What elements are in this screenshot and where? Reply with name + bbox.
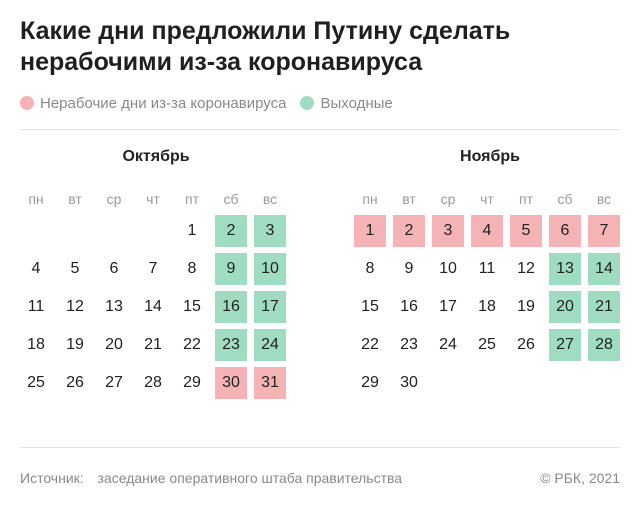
calendar-day: 29 (361, 374, 379, 391)
calendar-day: 11 (27, 298, 45, 315)
calendar-day: 4 (31, 260, 41, 277)
title-line-1: Какие дни предложили Путину сделать (20, 17, 511, 45)
title-line-2: нерабочими из-за коронавируса (20, 48, 423, 76)
legend: Нерабочие дни из-за коронавируса Выходны… (20, 92, 407, 114)
source-text: заседание оперативного штаба правительст… (97, 470, 403, 486)
calendar-day-nonworking: 30 (215, 367, 247, 399)
calendar-day: 15 (183, 298, 201, 315)
weekday-label: вт (402, 191, 416, 207)
calendar-day: 22 (183, 336, 201, 353)
calendar-day: 25 (478, 336, 496, 353)
calendar-day: 24 (439, 336, 457, 353)
calendar-day: 13 (105, 298, 123, 315)
calendar-day: 17 (439, 298, 457, 315)
weekday-label: пт (519, 191, 533, 207)
calendar-day-nonworking: 1 (354, 215, 386, 247)
legend-item-nonworking: Нерабочие дни из-за коронавируса (20, 95, 286, 112)
legend-dot-nonworking (20, 96, 34, 110)
calendar-day: 8 (187, 260, 197, 277)
calendar-day: 21 (144, 336, 162, 353)
calendar-day: 18 (27, 336, 45, 353)
calendar-day: 23 (400, 336, 418, 353)
calendar-day: 10 (439, 260, 457, 277)
weekday-label: ср (106, 191, 122, 207)
calendar-day: 20 (105, 336, 123, 353)
calendar-day-nonworking: 31 (254, 367, 286, 399)
calendar-day-nonworking: 3 (432, 215, 464, 247)
weekday-label: чт (480, 191, 494, 207)
weekday-label: пт (185, 191, 199, 207)
calendar-grid: пн вт ср чт пт сб вс 1 2 3 4 5 6 7 8 9 10 11 12 13 14 15 16 17 1… (20, 189, 292, 399)
footer: Источник: заседание оперативного штаба п… (20, 468, 620, 488)
weekday-label: сб (557, 191, 573, 207)
calendar-day: 16 (400, 298, 418, 315)
chart-title: Какие дни предложили Путину сделать нера… (20, 16, 620, 78)
calendar-day: 29 (183, 374, 201, 391)
legend-dot-weekend (300, 96, 315, 110)
weekday-label: вс (262, 191, 278, 207)
calendar-day: 14 (144, 298, 162, 315)
calendar-day: 27 (105, 374, 123, 391)
weekday-label: ср (440, 191, 456, 207)
source-label: Источник: (20, 470, 84, 486)
copyright: © РБК, 2021 (540, 470, 620, 486)
calendar-day: 1 (187, 222, 197, 239)
weekday-label: вт (68, 191, 82, 207)
calendar-day-weekend: 2 (215, 215, 247, 247)
calendar-day-nonworking: 7 (588, 215, 620, 247)
calendar-day: 28 (144, 374, 162, 391)
calendar-day: 11 (478, 260, 496, 277)
calendar-day-weekend: 24 (254, 329, 286, 361)
calendar-day-weekend: 10 (254, 253, 286, 285)
calendar-day: 7 (148, 260, 158, 277)
weekday-label: пн (362, 191, 378, 207)
calendar-day-nonworking: 2 (393, 215, 425, 247)
calendar-day: 8 (365, 260, 375, 277)
calendar-day-weekend: 13 (549, 253, 581, 285)
calendar-day-weekend: 21 (588, 291, 620, 323)
calendar-day-nonworking: 5 (510, 215, 542, 247)
legend-label-weekend: Выходные (320, 94, 393, 112)
calendar-day: 6 (109, 260, 119, 277)
month-october: Октябрь пн вт ср чт пт сб вс 1 2 3 4 5 6 7 8 9 10 11 12 13 1… (20, 145, 292, 399)
calendar-day: 15 (361, 298, 379, 315)
calendar-day-weekend: 16 (215, 291, 247, 323)
month-title: Октябрь (122, 148, 190, 165)
bottom-divider (20, 447, 620, 448)
calendar-day-weekend: 14 (588, 253, 620, 285)
calendar-day-nonworking: 4 (471, 215, 503, 247)
weekday-label: сб (223, 191, 239, 207)
calendar-day-weekend: 28 (588, 329, 620, 361)
weekday-label: чт (146, 191, 160, 207)
calendar-day: 9 (404, 260, 414, 277)
legend-item-weekend: Выходные (300, 94, 393, 112)
calendar-day: 12 (517, 260, 535, 277)
calendar-day: 19 (66, 336, 84, 353)
month-title: Ноябрь (460, 148, 520, 165)
calendar-day-nonworking: 6 (549, 215, 581, 247)
source: Источник: заседание оперативного штаба п… (20, 468, 402, 488)
calendar-day-weekend: 3 (254, 215, 286, 247)
calendar-day: 25 (27, 374, 45, 391)
calendar-day: 18 (478, 298, 496, 315)
calendar-day: 30 (400, 374, 418, 391)
calendar-day-weekend: 23 (215, 329, 247, 361)
calendar-day: 26 (66, 374, 84, 391)
calendar-day: 22 (361, 336, 379, 353)
weekday-label: пн (28, 191, 44, 207)
calendar-day-weekend: 20 (549, 291, 581, 323)
calendar-day: 12 (66, 298, 84, 315)
calendar-day-weekend: 17 (254, 291, 286, 323)
calendar-day: 26 (517, 336, 535, 353)
calendar-grid: пн вт ср чт пт сб вс 1 2 3 4 5 6 7 8 9 10 11 12 13 14 15 16 17 1… (354, 189, 626, 399)
weekday-label: вс (596, 191, 612, 207)
calendar-day-weekend: 9 (215, 253, 247, 285)
calendar-day-weekend: 27 (549, 329, 581, 361)
top-divider (20, 129, 620, 130)
calendar-day: 5 (70, 260, 80, 277)
month-november: Ноябрь пн вт ср чт пт сб вс 1 2 3 4 5 6 7 8 9 10 11 12 13 14… (354, 145, 626, 399)
legend-label-nonworking: Нерабочие дни из-за коронавируса (40, 94, 287, 112)
calendar-day: 19 (517, 298, 535, 315)
